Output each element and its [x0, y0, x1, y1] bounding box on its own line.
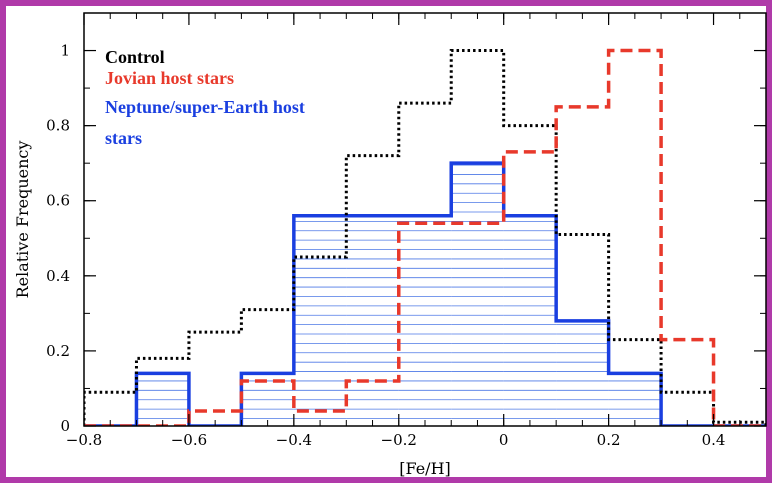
legend-neptune-cont: stars [105, 128, 142, 148]
y-tick-label: 0.8 [46, 117, 70, 135]
x-tick-label: 0.4 [702, 431, 726, 449]
axis-ticks: −0.8 −0.6 −0.4 −0.2 0 0.2 0.4 0 0.2 0.4 0.6 0.8 1 [46, 12, 767, 449]
series-neptune [84, 161, 766, 426]
legend-control: Control [105, 47, 165, 67]
x-tick-label: −0.4 [276, 431, 312, 449]
x-tick-label: −0.6 [171, 431, 207, 449]
y-tick-label: 0.6 [46, 192, 70, 210]
y-tick-label: 0.4 [46, 267, 70, 285]
y-tick-label: 0 [60, 417, 70, 435]
legend-jovian: Jovian host stars [105, 68, 234, 88]
hatch-fill [136, 164, 662, 419]
x-tick-label: −0.2 [381, 431, 417, 449]
legend-neptune: Neptune/super-Earth host [105, 97, 305, 117]
series-layer [84, 48, 766, 426]
y-tick-label: 0.2 [46, 342, 70, 360]
y-tick-label: 1 [60, 42, 70, 60]
legend: Control Jovian host stars Neptune/super-… [105, 47, 305, 148]
x-axis-label: [Fe/H] [399, 459, 451, 478]
y-axis-label: Relative Frequency [13, 141, 32, 299]
x-tick-label: 0 [499, 431, 509, 449]
x-tick-label: 0.2 [597, 431, 621, 449]
x-tick-label: −0.8 [66, 431, 102, 449]
series-jovian [84, 48, 766, 426]
